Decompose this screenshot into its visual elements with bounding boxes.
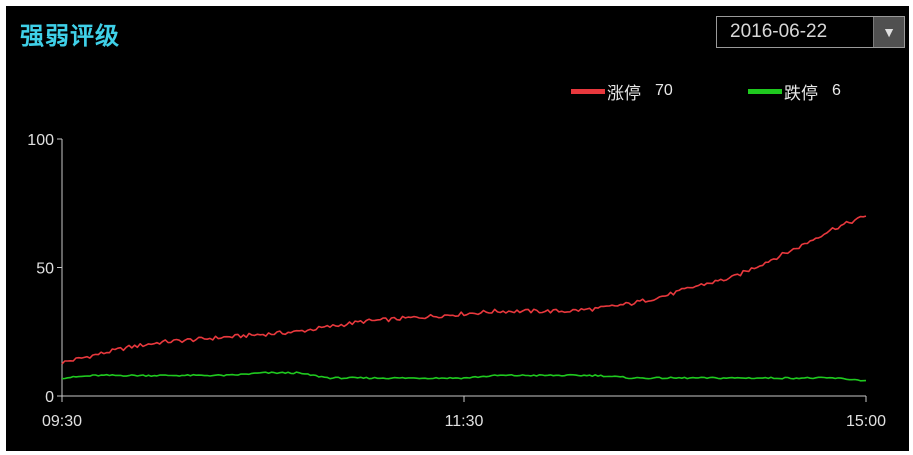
legend-count-down: 6 (832, 82, 841, 99)
chart-tick-labels: 0 50 100 09:30 11:30 15:00 (27, 132, 886, 430)
legend-label-up: 涨停 (607, 83, 641, 104)
chart-axes (57, 138, 867, 402)
legend-count-up: 70 (655, 82, 673, 99)
y-tick-label: 0 (45, 389, 54, 406)
line-chart: 0 50 100 09:30 11:30 15:00 (27, 132, 886, 430)
panel-title: 强弱评级 (20, 22, 120, 50)
chart-panel: 强弱评级 2016-06-22 ▼ 涨停 70 跌停 6 0 50 100 09:30… (6, 6, 909, 451)
chevron-down-icon[interactable]: ▼ (873, 17, 904, 47)
legend-swatch-up (571, 88, 605, 94)
legend-item-up: 涨停 70 (571, 80, 673, 104)
chart-series (61, 215, 867, 382)
series-line-up (61, 215, 867, 365)
x-tick-label: 09:30 (42, 413, 82, 430)
y-tick-label: 50 (36, 261, 54, 278)
legend-label-down: 跌停 (784, 83, 818, 104)
legend-swatch-down (748, 88, 782, 94)
date-select[interactable]: 2016-06-22 ▼ (716, 16, 905, 48)
legend-item-down: 跌停 6 (748, 80, 841, 104)
x-tick-label: 15:00 (846, 413, 886, 430)
x-tick-label: 11:30 (445, 413, 484, 430)
y-tick-label: 100 (27, 132, 54, 149)
series-line-down (61, 371, 867, 382)
date-value: 2016-06-22 (730, 21, 828, 42)
